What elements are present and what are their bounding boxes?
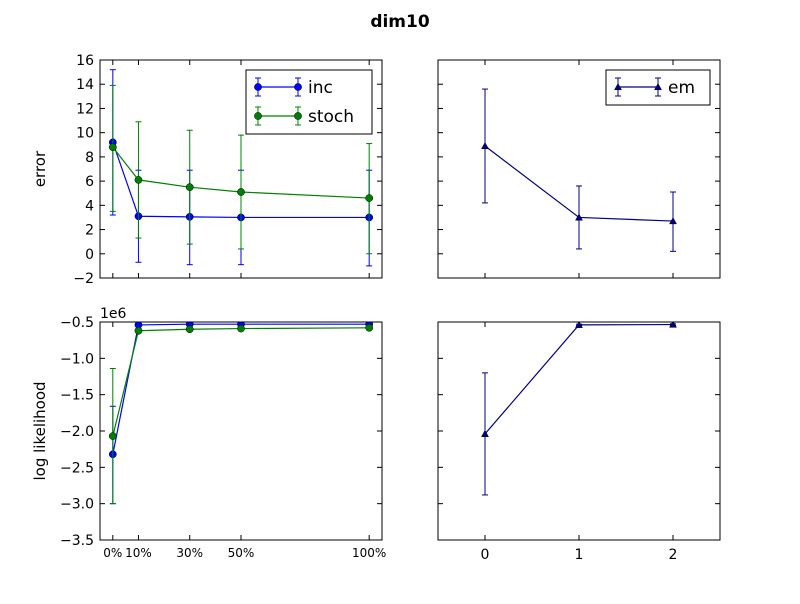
y-axis-label: log likelihood bbox=[31, 381, 49, 480]
data-point bbox=[365, 194, 374, 202]
legend: inc stoch bbox=[245, 69, 373, 135]
data-point bbox=[237, 188, 245, 196]
y-tick-label: 10 bbox=[76, 126, 94, 142]
legend-label: stoch bbox=[308, 107, 354, 127]
y-tick-label: 8 bbox=[85, 150, 94, 166]
legend-label: em bbox=[668, 78, 695, 98]
x-tick-label: 10% bbox=[125, 546, 152, 560]
subplot-error-em: em bbox=[437, 59, 721, 279]
y-tick-label: 4 bbox=[85, 198, 94, 214]
y-tick-label: −1.5 bbox=[60, 388, 94, 404]
data-point bbox=[134, 326, 143, 335]
legend-marker bbox=[614, 82, 622, 91]
y-tick-label: −3.0 bbox=[60, 497, 94, 513]
y-tick-label: −3.5 bbox=[60, 533, 94, 549]
legend-marker bbox=[254, 112, 262, 120]
data-point bbox=[669, 322, 677, 328]
series-em bbox=[481, 88, 677, 252]
data-point bbox=[575, 213, 583, 221]
axis-scale-label: 1e6 bbox=[100, 306, 127, 322]
data-point bbox=[365, 323, 374, 332]
series-group bbox=[481, 322, 677, 496]
x-tick-label: 0 bbox=[481, 547, 490, 563]
data-point bbox=[134, 176, 143, 184]
axes-frame bbox=[437, 59, 721, 279]
series-stoch bbox=[108, 84, 374, 255]
series-em bbox=[481, 322, 677, 496]
y-tick-label: 12 bbox=[76, 101, 94, 117]
y-tick-label: 2 bbox=[85, 223, 94, 239]
y-tick-label: 16 bbox=[76, 53, 94, 69]
data-point bbox=[185, 325, 194, 334]
axes-background bbox=[100, 322, 382, 540]
y-tick-label: −0.5 bbox=[60, 315, 94, 331]
data-point bbox=[237, 324, 245, 333]
series-stoch bbox=[108, 323, 374, 505]
y-tick-label: −2.5 bbox=[60, 460, 94, 476]
x-tick-label: 1 bbox=[575, 547, 584, 563]
y-tick-label: 14 bbox=[76, 77, 94, 93]
legend-box bbox=[245, 69, 373, 135]
x-tick-label: 50% bbox=[228, 546, 255, 560]
subplots: −20246810121416errorincstochem−3.5−3.0−2… bbox=[31, 53, 721, 563]
y-tick-label: −1.0 bbox=[60, 351, 94, 367]
series-group bbox=[108, 322, 374, 505]
x-tick-label: 100% bbox=[352, 546, 386, 560]
data-point bbox=[108, 143, 117, 152]
data-point bbox=[185, 183, 194, 192]
subplot-error-sweep: −2 0 2 4 6 8 10 12 14 16 error inc stoch bbox=[31, 53, 383, 287]
subplot-loglik-sweep: −3.5 −3.0 −2.5 −2.0 −1.5 −1.0 −0.5 0% 10% 30% 50% 1… bbox=[31, 306, 386, 560]
series-group bbox=[481, 88, 677, 252]
series-group bbox=[108, 69, 374, 267]
figure-title: dim10 bbox=[370, 12, 430, 32]
legend-marker bbox=[294, 112, 302, 120]
y-tick-label: −2 bbox=[73, 271, 94, 287]
data-point bbox=[669, 217, 677, 225]
axes-background bbox=[438, 322, 720, 540]
y-tick-label: −2.0 bbox=[60, 424, 94, 440]
legend: em bbox=[605, 69, 711, 106]
data-point bbox=[481, 141, 489, 150]
axes-frame bbox=[99, 59, 383, 279]
x-tick-label: 0% bbox=[103, 546, 122, 560]
axes-frame bbox=[437, 321, 721, 541]
legend-marker bbox=[254, 83, 262, 91]
y-axis-label: error bbox=[31, 150, 49, 187]
axes-frame bbox=[99, 321, 383, 541]
x-tick-label: 30% bbox=[176, 546, 203, 560]
legend-marker bbox=[294, 83, 302, 91]
legend-label: inc bbox=[308, 78, 333, 98]
data-point bbox=[575, 322, 583, 328]
subplot-loglik-em: 0 1 2 bbox=[437, 321, 721, 563]
y-tick-label: 6 bbox=[85, 174, 94, 190]
y-tick-label: 0 bbox=[85, 247, 94, 263]
legend-marker bbox=[654, 82, 662, 91]
x-tick-label: 2 bbox=[669, 547, 678, 563]
data-point bbox=[481, 429, 489, 437]
data-point bbox=[108, 432, 117, 440]
